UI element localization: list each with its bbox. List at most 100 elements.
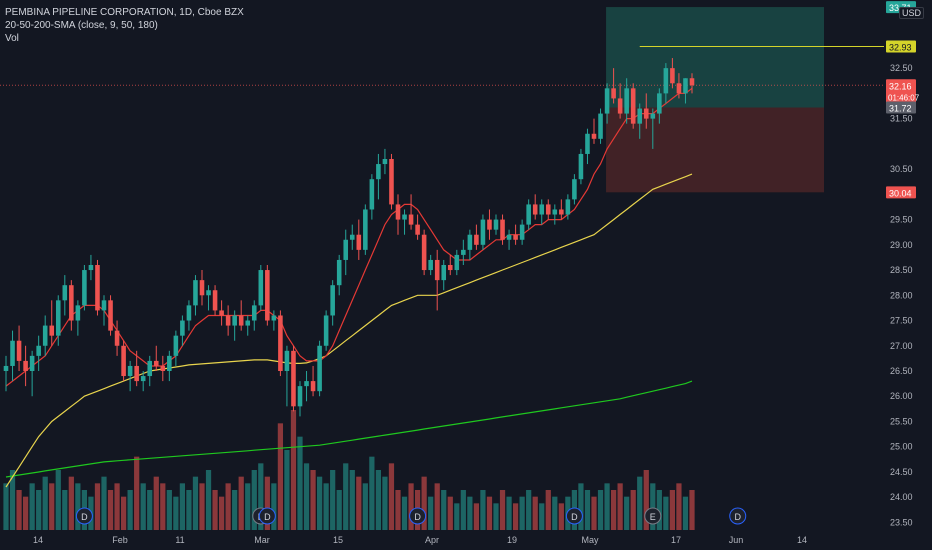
y-tick-label: 32.93	[889, 42, 912, 52]
volume-bar	[192, 476, 199, 530]
volume-bar	[160, 483, 166, 530]
candle-body	[487, 219, 492, 230]
volume-legend[interactable]: Vol	[5, 33, 19, 44]
stop-zone	[606, 107, 824, 193]
volume-bar	[36, 490, 42, 530]
candle-body	[349, 234, 355, 240]
candle-body	[95, 265, 100, 311]
symbol-title[interactable]: PEMBINA PIPELINE CORPORATION, 1D, Cboe B…	[5, 7, 244, 18]
volume-bar	[199, 483, 205, 530]
candle-body	[663, 68, 669, 94]
event-marker-d[interactable]: D	[409, 507, 427, 525]
y-tick-label: 24.00	[890, 492, 913, 502]
x-tick-label: May	[581, 535, 599, 545]
sma-lines	[5, 87, 693, 488]
volume-bar	[630, 490, 636, 530]
volume-bar	[101, 476, 107, 530]
candle-body	[428, 259, 433, 271]
y-axis[interactable]: 33.7132.9332.5032.1601:46:0731.7231.5030…	[884, 0, 932, 550]
y-tick-label: 27.50	[890, 316, 913, 326]
volume-bar	[512, 503, 519, 530]
volume-bar	[454, 503, 460, 530]
volume-bar	[604, 483, 610, 530]
event-marker-d[interactable]: D	[729, 507, 747, 525]
volume-bar	[526, 490, 532, 530]
x-tick-label: 15	[333, 535, 343, 545]
position-zones	[0, 7, 884, 193]
candle-body	[55, 300, 61, 336]
currency-label[interactable]: USD	[899, 7, 925, 19]
candle-body	[604, 88, 610, 114]
target-zone	[606, 7, 824, 108]
volume-bar	[343, 463, 349, 530]
volume-bar	[349, 470, 355, 530]
svg-text:D: D	[571, 512, 578, 522]
candle-body	[676, 83, 682, 94]
candle-body	[153, 360, 159, 366]
candle-body	[265, 270, 270, 321]
volume-bar	[467, 496, 473, 530]
x-tick-label: Apr	[425, 535, 439, 545]
candle-body	[310, 381, 316, 392]
volume-bar	[637, 476, 643, 530]
candle-body	[447, 265, 453, 271]
x-axis[interactable]: 14 Feb 11 Mar 15 Apr 19 May 17 Jun 14	[33, 535, 807, 545]
event-markers[interactable]: DEDDDED	[75, 507, 747, 525]
candle-body	[3, 365, 9, 371]
sma-mid-line	[5, 173, 693, 488]
candle-body	[552, 209, 558, 215]
volume-bar	[493, 503, 499, 530]
event-marker-d[interactable]: D	[565, 507, 583, 525]
volume-bar	[120, 496, 127, 530]
candle-body	[62, 285, 68, 301]
candle-body	[75, 305, 81, 321]
volume-bar	[401, 496, 408, 530]
y-tick-label: 30.50	[890, 164, 913, 174]
y-tick-label: 31.72	[889, 104, 912, 114]
volume-bar	[643, 470, 649, 530]
volume-bar	[676, 483, 682, 530]
volume-bar	[610, 490, 617, 530]
candle-body	[317, 345, 322, 392]
candle-body	[251, 305, 257, 321]
y-tick-label: 23.50	[890, 517, 913, 527]
price-label-32.16	[886, 79, 916, 104]
candle-body	[199, 280, 205, 296]
candle-body	[526, 204, 531, 225]
y-tick-label: 27.00	[890, 341, 913, 351]
candle-body	[611, 88, 616, 99]
candle-body	[545, 204, 551, 215]
volume-bar	[251, 470, 257, 530]
candle-body	[219, 310, 224, 316]
candle-body	[101, 300, 107, 311]
volume-bar	[486, 496, 493, 530]
volume-bar	[258, 463, 264, 530]
candle-body	[69, 285, 74, 321]
y-tick-label: 32.50	[890, 63, 913, 73]
candle-body	[173, 335, 179, 356]
y-tick-label: 26.00	[890, 391, 913, 401]
volume-bar	[447, 496, 453, 530]
volume-bar	[134, 456, 140, 530]
volume-bar	[232, 490, 238, 530]
volume-bar	[597, 490, 604, 530]
volume-bar	[421, 476, 427, 530]
y-tick-label: 24.50	[890, 467, 913, 477]
svg-text:D: D	[264, 512, 271, 522]
volume-bar	[127, 490, 133, 530]
sma-legend[interactable]: 20-50-200-SMA (close, 9, 50, 180)	[5, 20, 158, 31]
volume-bar	[297, 436, 303, 530]
candle-body	[657, 93, 662, 114]
volume-bar	[22, 496, 29, 530]
event-marker-d[interactable]: D	[75, 507, 93, 525]
event-marker-d[interactable]: D	[258, 507, 276, 525]
candle-body	[108, 300, 113, 331]
candle-body	[395, 204, 401, 220]
volume-bar	[539, 503, 545, 530]
volume-bar	[75, 483, 81, 530]
candle-body	[23, 360, 28, 371]
volume-bar	[650, 483, 656, 530]
volume-bar	[55, 470, 61, 530]
event-marker-e[interactable]: E	[644, 507, 662, 525]
